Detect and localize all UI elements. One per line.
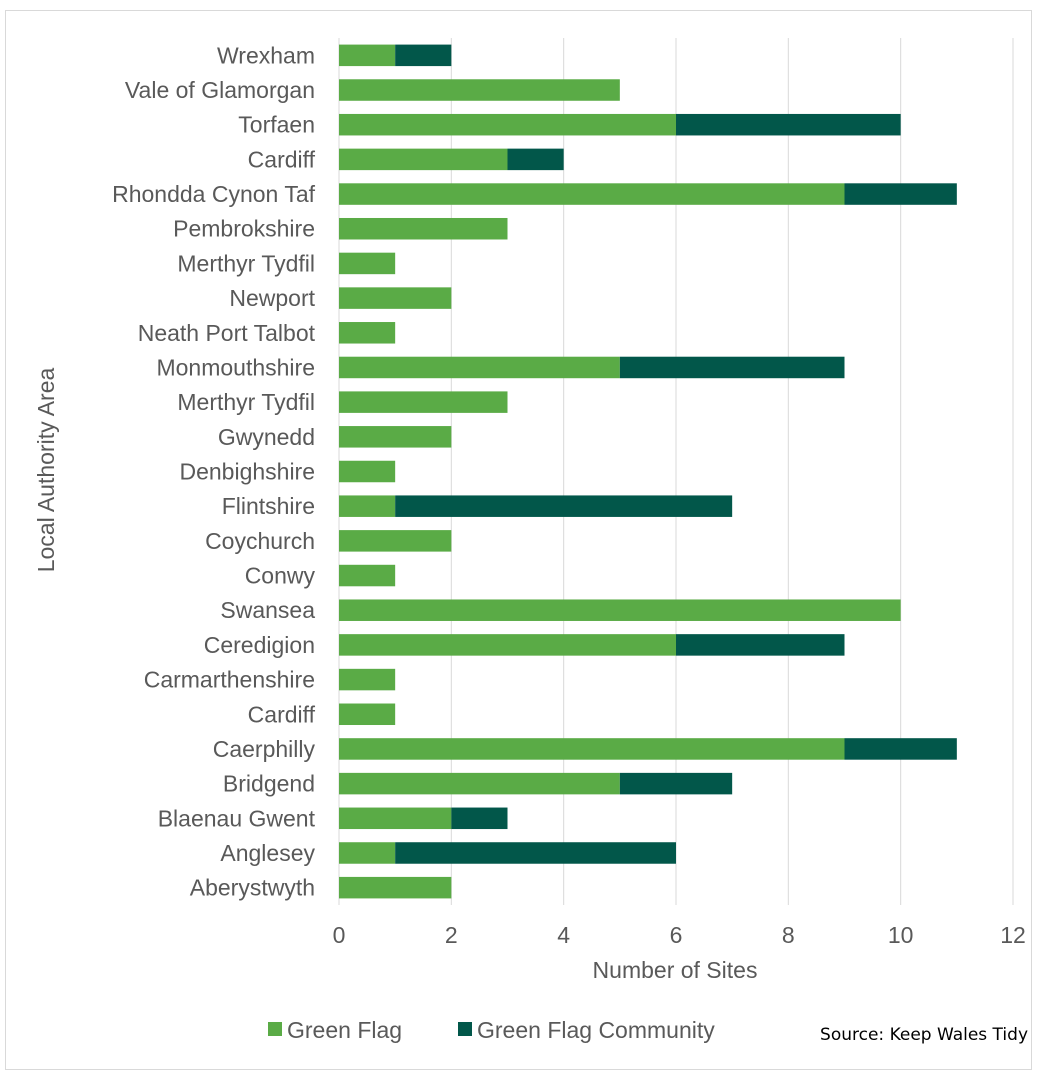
bar-green-flag-merthyr-tydfil xyxy=(339,391,508,413)
bar-green-flag-rhondda-cynon-taf xyxy=(339,183,845,205)
bar-green-flag-blaenau-gwent xyxy=(339,807,452,830)
category-label-rhondda-cynon-taf: Rhondda Cynon Taf xyxy=(112,181,315,207)
bar-green-flag-caerphilly xyxy=(339,738,845,760)
x-tick-label-12: 12 xyxy=(1000,922,1026,948)
category-label-merthyr-tydfil: Merthyr Tydfil xyxy=(177,389,315,415)
category-label-anglesey: Anglesey xyxy=(220,840,315,866)
bar-green-flag-monmouthshire xyxy=(339,356,620,379)
category-label-caerphilly: Caerphilly xyxy=(213,736,316,762)
bar-green-flag-pembrokshire xyxy=(339,217,508,240)
category-label-pembrokshire: Pembrokshire xyxy=(173,216,315,242)
x-tick-label-10: 10 xyxy=(888,922,914,948)
bar-green-flag-neath-port-talbot xyxy=(339,322,396,344)
bar-green-flag-carmarthenshire xyxy=(339,668,396,691)
bar-green-flag-community-ceredigion xyxy=(676,634,845,656)
bar-green-flag-community-torfaen xyxy=(676,113,901,136)
bar-green-flag-vale-of-glamorgan xyxy=(339,79,620,101)
x-tick-label-6: 6 xyxy=(670,922,683,948)
y-axis-title: Local Authority Area xyxy=(33,368,59,573)
gridlines xyxy=(338,38,1014,905)
bar-green-flag-community-blaenau-gwent xyxy=(451,807,508,830)
bar-green-flag-aberystwyth xyxy=(339,876,452,899)
bar-green-flag-gwynedd xyxy=(339,426,452,448)
bar-green-flag-community-caerphilly xyxy=(844,738,957,760)
category-label-wrexham: Wrexham xyxy=(217,42,315,68)
category-label-bridgend: Bridgend xyxy=(223,771,315,797)
legend-swatch-green-flag xyxy=(268,1022,282,1036)
category-label-newport: Newport xyxy=(229,285,315,311)
x-tick-label-0: 0 xyxy=(333,922,346,948)
category-label-cardiff: Cardiff xyxy=(248,146,316,172)
category-label-ceredigion: Ceredigion xyxy=(204,632,315,658)
category-label-aberystwyth: Aberystwyth xyxy=(190,875,315,901)
bar-green-flag-community-wrexham xyxy=(395,44,452,67)
bar-green-flag-flintshire xyxy=(339,495,396,517)
category-label-monmouthshire: Monmouthshire xyxy=(156,354,315,380)
category-label-conwy: Conwy xyxy=(245,563,316,589)
category-label-neath-port-talbot: Neath Port Talbot xyxy=(138,320,316,346)
bar-green-flag-conwy xyxy=(339,564,396,587)
category-label-carmarthenshire: Carmarthenshire xyxy=(144,667,315,693)
category-label-denbighshire: Denbighshire xyxy=(179,459,315,485)
category-label-blaenau-gwent: Blaenau Gwent xyxy=(158,805,316,831)
x-tick-labels: 0 2 4 6 8 10 12 xyxy=(333,922,1026,948)
bar-green-flag-ceredigion xyxy=(339,634,676,656)
bar-green-flag-swansea xyxy=(339,599,901,621)
category-label-torfaen: Torfaen xyxy=(238,112,315,138)
category-label-cardiff: Cardiff xyxy=(248,701,316,727)
bar-green-flag-bridgend xyxy=(339,772,620,795)
bar-green-flag-torfaen xyxy=(339,113,676,136)
source-note: Source: Keep Wales Tidy xyxy=(820,1025,1028,1045)
bar-green-flag-community-rhondda-cynon-taf xyxy=(844,183,957,205)
bar-green-flag-community-flintshire xyxy=(395,495,733,517)
bar-green-flag-wrexham xyxy=(339,44,396,67)
x-tick-label-2: 2 xyxy=(445,922,458,948)
bar-green-flag-cardiff xyxy=(339,148,508,171)
bar-green-flag-community-anglesey xyxy=(395,842,676,864)
bar-green-flag-cardiff xyxy=(339,703,396,726)
bar-green-flag-newport xyxy=(339,287,452,309)
x-axis-title: Number of Sites xyxy=(593,957,758,983)
x-tick-label-8: 8 xyxy=(782,922,795,948)
category-label-merthyr-tydfil: Merthyr Tydfil xyxy=(177,250,315,276)
bar-green-flag-coychurch xyxy=(339,530,452,552)
category-label-swansea: Swansea xyxy=(220,597,315,623)
category-labels: Wrexham Vale of Glamorgan Torfaen Cardiff Rh… xyxy=(112,42,315,900)
category-label-gwynedd: Gwynedd xyxy=(218,424,315,450)
bar-green-flag-merthyr-tydfil xyxy=(339,252,396,275)
bars xyxy=(339,44,957,899)
legend-swatch-green-flag-community xyxy=(458,1022,472,1036)
x-tick-label-4: 4 xyxy=(557,922,570,948)
category-label-vale-of-glamorgan: Vale of Glamorgan xyxy=(125,77,315,103)
bar-green-flag-anglesey xyxy=(339,842,396,864)
category-label-coychurch: Coychurch xyxy=(205,528,315,554)
legend: Green Flag Green Flag Community xyxy=(268,1017,715,1043)
bar-green-flag-denbighshire xyxy=(339,460,396,483)
bar-green-flag-community-bridgend xyxy=(619,772,733,795)
category-label-flintshire: Flintshire xyxy=(222,493,315,519)
legend-label-green-flag: Green Flag xyxy=(287,1017,402,1043)
legend-label-green-flag-community: Green Flag Community xyxy=(477,1017,715,1043)
bar-green-flag-community-monmouthshire xyxy=(619,356,845,379)
bar-green-flag-community-cardiff xyxy=(507,148,564,171)
